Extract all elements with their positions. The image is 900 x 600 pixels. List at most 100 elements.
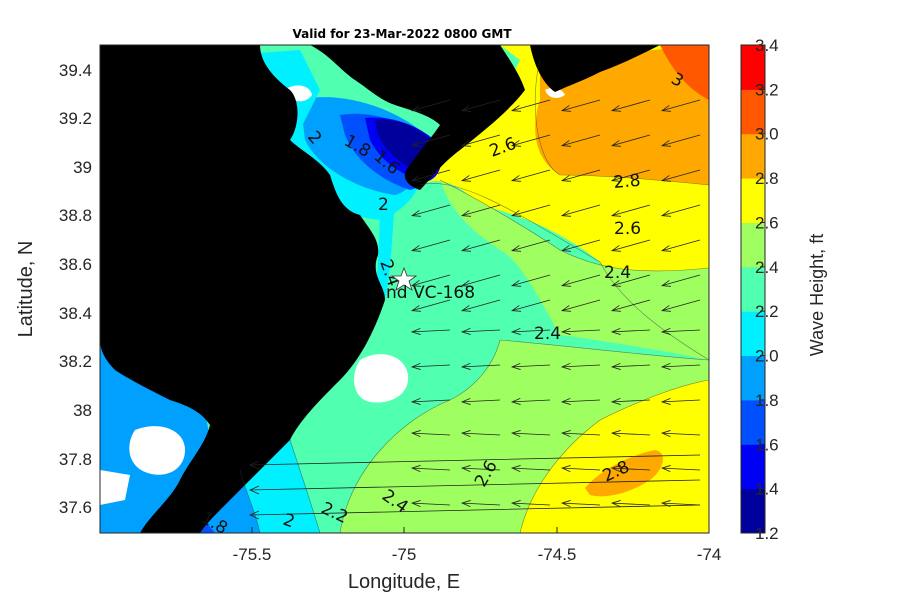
wave-arrow [660,204,701,217]
colorbar-segment [741,311,765,357]
wave-direction-arrows [249,99,701,520]
colorbar-segment [741,222,765,268]
wave-arrow [249,479,701,495]
wave-arrow [510,500,551,507]
colorbar-segment [741,89,765,135]
land-mass [100,45,385,533]
y-tick-label: 37.6 [59,498,92,517]
contour-label: 2.4 [604,263,631,283]
wave-arrow [460,398,501,405]
contour-line [419,183,709,361]
wave-arrow [560,99,601,112]
colorbar-tick-label: 3.4 [755,36,779,55]
colorbar-segment [741,178,765,223]
wave-arrow [660,430,701,437]
wave-arrow [460,239,501,252]
contour-line [339,339,501,533]
land-mass-ne [530,45,660,92]
x-axis-label: Longitude, E [348,571,460,593]
wave-arrow [660,99,701,112]
wave-arrow [460,328,501,335]
wave-arrow [410,134,451,147]
wave-arrow [460,299,501,312]
colorbar-tick-label: 2.0 [755,347,779,366]
wave-arrow [410,99,451,112]
colorbar-tick-label: 1.4 [755,480,779,499]
wave-arrow [510,465,551,472]
wave-arrow [249,454,701,470]
colorbar: Wave Height, ft 1.2 1.4 1.6 1.8 2.0 2.2 2.4 2.6… [740,36,827,543]
wave-arrow [249,504,701,520]
wave-arrow [510,169,551,182]
wave-arrow [410,204,451,217]
wave-arrow [560,465,601,472]
wave-arrow [610,465,651,472]
colorbar-segment [741,444,765,490]
wave-arrow [510,239,551,252]
contour-line [439,179,709,272]
y-tick-label: 37.8 [59,450,92,469]
contour-line [289,439,321,533]
wave-arrow [660,169,701,182]
colorbar-segment [741,266,765,312]
wave-arrow [410,328,451,335]
wave-arrow [660,239,701,252]
wave-arrow [660,274,701,287]
wave-arrow [510,204,551,217]
wave-arrow [560,239,601,252]
wave-arrow [560,169,601,182]
wave-arrow [510,363,551,370]
colorbar-tick-label: 2.8 [755,169,779,188]
wave-arrow [410,430,451,437]
wave-arrow [460,363,501,370]
colorbar-tick-label: 3.2 [755,80,779,99]
wave-arrow [410,363,451,370]
colorbar-segment [741,399,765,445]
wave-arrow [410,500,451,507]
band-3-0-3-2 [660,45,709,100]
wave-arrow [560,134,601,147]
band-2-4-2-6-north [440,180,709,360]
colorbar-tick-label: 2.4 [755,258,779,277]
band-2-4-2-6-south [340,340,709,533]
wave-arrow [660,465,701,472]
colorbar-segment [741,133,765,179]
station-star-icon [390,266,418,291]
y-tick-label: 39 [73,158,92,177]
wave-arrow [510,328,551,335]
wave-arrow [560,299,601,312]
y-tick-label: 38 [73,401,92,420]
wave-arrow [610,398,651,405]
colorbar-tick-label: 2.6 [755,213,779,232]
map-title: Valid for 23-Mar-2022 0800 GMT [292,27,512,41]
wave-arrow [560,274,601,287]
wave-arrow [510,398,551,405]
wave-arrow [610,239,651,252]
contour-label: 2 [378,195,389,215]
y-axis-label: Latitude, N [15,241,37,338]
colorbar-tick-label: 3.0 [755,125,779,144]
wave-arrow [660,328,701,335]
wave-arrow [610,500,651,507]
contour-label: 2.6 [614,219,641,239]
no-data-patch-sw [100,470,130,505]
wave-arrow [560,328,601,335]
wave-arrow [610,204,651,217]
wave-arrow [410,169,451,182]
wave-arrow [660,363,701,370]
colorbar-frame [740,44,766,534]
coastal-band-2-2-2-4 [375,200,395,300]
wave-arrow [410,299,451,312]
y-tick-label: 38.2 [59,352,92,371]
wave-arrow [510,274,551,287]
colorbar-tick-label: 1.6 [755,435,779,454]
wave-arrow [460,430,501,437]
colorbar-tick-label: 2.2 [755,302,779,321]
colorbar-segment [741,355,765,401]
colorbar-segment [741,45,765,90]
wave-arrow [460,465,501,472]
wave-arrow [560,363,601,370]
y-tick-label: 39.4 [59,61,92,80]
colorbar-label: Wave Height, ft [807,234,827,356]
wave-arrow [460,500,501,507]
